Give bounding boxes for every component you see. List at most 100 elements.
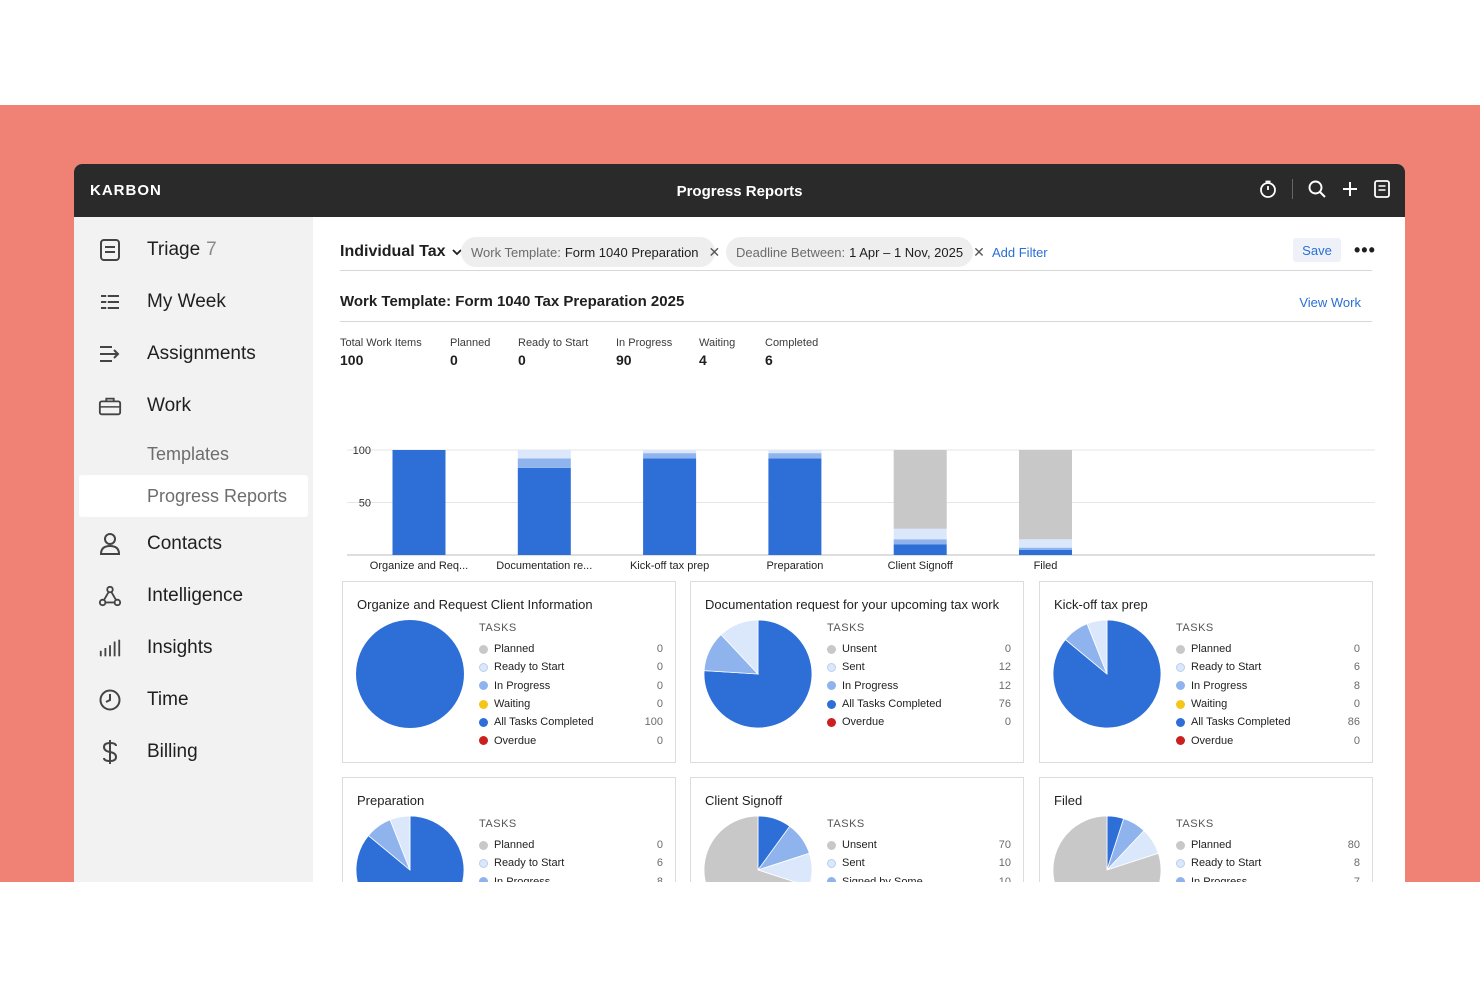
stage-card[interactable]: Documentation request for your upcoming …	[690, 581, 1024, 763]
legend-row[interactable]: Sent 12	[827, 658, 1011, 676]
sidebar-item-intelligence[interactable]: Intelligence	[74, 576, 313, 616]
legend-row[interactable]: Overdue 0	[479, 731, 663, 749]
brand-logo[interactable]: KARBON	[90, 182, 162, 199]
card-title: Client Signoff	[705, 793, 783, 808]
pie-slice[interactable]	[704, 816, 809, 882]
bar-segment-completed[interactable]	[768, 458, 822, 555]
timer-icon[interactable]	[1258, 179, 1278, 199]
stage-card[interactable]: Kick-off tax prep TASKS Planned 0 Ready to S…	[1039, 581, 1373, 763]
pie-slice[interactable]	[756, 852, 813, 882]
legend-label: In Progress	[1191, 679, 1248, 692]
legend-row[interactable]: Sent 10	[827, 854, 1011, 872]
legend-row[interactable]: Ready to Start 6	[479, 854, 663, 872]
legend-value: 0	[1353, 643, 1360, 656]
add-filter-link[interactable]: Add Filter	[992, 245, 1048, 260]
stat-value: 0	[518, 352, 526, 368]
stage-card[interactable]: Filed TASKS Planned 80 Ready to Start 8 In Pro…	[1039, 777, 1373, 882]
legend-row[interactable]: All Tasks Completed 86	[1176, 713, 1360, 731]
legend-row[interactable]: In Progress 8	[1176, 677, 1360, 695]
bar-segment-in-progress[interactable]	[768, 453, 822, 459]
legend-row[interactable]: All Tasks Completed 100	[479, 713, 663, 731]
bar-segment-completed[interactable]	[517, 467, 571, 555]
sidebar-item-triage[interactable]: Triage 7	[74, 230, 313, 270]
pie-slice[interactable]	[720, 620, 759, 676]
sidebar-subitem-templates[interactable]: Templates	[79, 433, 308, 475]
legend-heading: TASKS	[1176, 622, 1214, 634]
bar-segment-planned[interactable]	[893, 450, 947, 529]
pie-slice[interactable]	[1053, 816, 1162, 882]
legend-row[interactable]: Waiting 0	[1176, 695, 1360, 713]
legend-row[interactable]: Overdue 0	[1176, 731, 1360, 749]
legend-row[interactable]: Ready to Start 6	[1176, 658, 1360, 676]
legend-row[interactable]: In Progress 12	[827, 677, 1011, 695]
sidebar-item-time[interactable]: Time	[74, 680, 313, 720]
close-icon[interactable]: ✕	[973, 243, 985, 260]
legend-row[interactable]: In Progress 7	[1176, 873, 1360, 882]
bar-segment-ready[interactable]	[517, 450, 571, 459]
bar-segment-in-progress[interactable]	[517, 458, 571, 468]
legend-value: 8	[656, 875, 663, 882]
sidebar-item-billing[interactable]: Billing	[74, 732, 313, 772]
sidebar-subitem-progress-reports[interactable]: Progress Reports	[79, 475, 308, 517]
x-tick-label: Client Signoff	[888, 560, 954, 572]
legend-dot	[1176, 717, 1185, 727]
save-button[interactable]: Save	[1293, 238, 1341, 262]
pie-slice[interactable]	[356, 620, 464, 728]
legend-row[interactable]: Planned 0	[1176, 640, 1360, 658]
sidebar-subitem-label: Templates	[147, 443, 230, 464]
legend-row[interactable]: Planned 0	[479, 836, 663, 854]
legend-row[interactable]: Waiting 0	[479, 695, 663, 713]
sidebar-item-work[interactable]: Work	[74, 386, 313, 426]
pie-slice[interactable]	[1086, 620, 1108, 675]
legend-value: 0	[1353, 698, 1360, 711]
legend-row[interactable]: Ready to Start 8	[1176, 854, 1360, 872]
sidebar-item-contacts[interactable]: Contacts	[74, 524, 313, 564]
pie-slice[interactable]	[389, 816, 411, 871]
bar-segment-ready[interactable]	[893, 528, 947, 540]
plus-icon[interactable]	[1341, 180, 1359, 198]
bar-segment-planned[interactable]	[1019, 450, 1072, 540]
search-icon[interactable]	[1307, 179, 1327, 199]
sidebar-item-assignments[interactable]: Assignments	[74, 334, 313, 374]
legend-value: 6	[1353, 661, 1360, 674]
legend-row[interactable]: All Tasks Completed 76	[827, 695, 1011, 713]
legend-value: 8	[1353, 679, 1360, 692]
legend-row[interactable]: Unsent 0	[827, 640, 1011, 658]
bar-segment-completed[interactable]	[1019, 549, 1072, 555]
bar-segment-completed[interactable]	[392, 450, 446, 555]
view-select[interactable]: Individual Tax	[340, 243, 462, 261]
bar-segment-in-progress[interactable]	[643, 453, 697, 459]
bar-segment-ready[interactable]	[1019, 539, 1072, 548]
triage-count: 7	[206, 239, 217, 260]
legend-row[interactable]: Planned 80	[1176, 836, 1360, 854]
sidebar-item-my-week[interactable]: My Week	[74, 282, 313, 322]
pie-chart	[1053, 816, 1162, 882]
legend-row[interactable]: Unsent 70	[827, 836, 1011, 854]
bar-segment-in-progress[interactable]	[1019, 547, 1072, 550]
bar-segment-ready[interactable]	[768, 450, 822, 454]
notes-icon[interactable]	[1373, 179, 1391, 199]
legend-row[interactable]: In Progress 8	[479, 873, 663, 882]
filter-chip-template[interactable]: Work Template: Form 1040 Preparation ✕	[461, 237, 720, 267]
bar-segment-completed[interactable]	[893, 544, 947, 556]
dollar-icon	[98, 740, 122, 764]
stage-card[interactable]: Preparation TASKS Planned 0 Ready to Start 6 I…	[342, 777, 676, 882]
view-work-link[interactable]: View Work	[1299, 295, 1361, 310]
sidebar-item-insights[interactable]: Insights	[74, 628, 313, 668]
legend-row[interactable]: Signed by Some 10	[827, 873, 1011, 882]
legend-row[interactable]: Planned 0	[479, 640, 663, 658]
legend-row[interactable]: In Progress 0	[479, 677, 663, 695]
report-header: Work Template: Form 1040 Tax Preparation…	[340, 290, 1372, 322]
bar-segment-in-progress[interactable]	[893, 539, 947, 545]
more-options-icon[interactable]: •••	[1354, 240, 1376, 260]
legend-row[interactable]: Ready to Start 0	[479, 658, 663, 676]
stage-card[interactable]: Client Signoff TASKS Unsent 70 Sent 10 Signed …	[690, 777, 1024, 882]
filter-chip-deadline[interactable]: Deadline Between: 1 Apr – 1 Nov, 2025 ✕	[726, 237, 985, 267]
close-icon[interactable]: ✕	[708, 243, 721, 260]
bar-segment-ready[interactable]	[643, 450, 697, 454]
legend-value: 6	[656, 857, 663, 870]
x-tick-label: Organize and Req...	[370, 560, 468, 572]
bar-segment-completed[interactable]	[643, 458, 697, 555]
legend-row[interactable]: Overdue 0	[827, 713, 1011, 731]
stage-card[interactable]: Organize and Request Client Information T…	[342, 581, 676, 763]
